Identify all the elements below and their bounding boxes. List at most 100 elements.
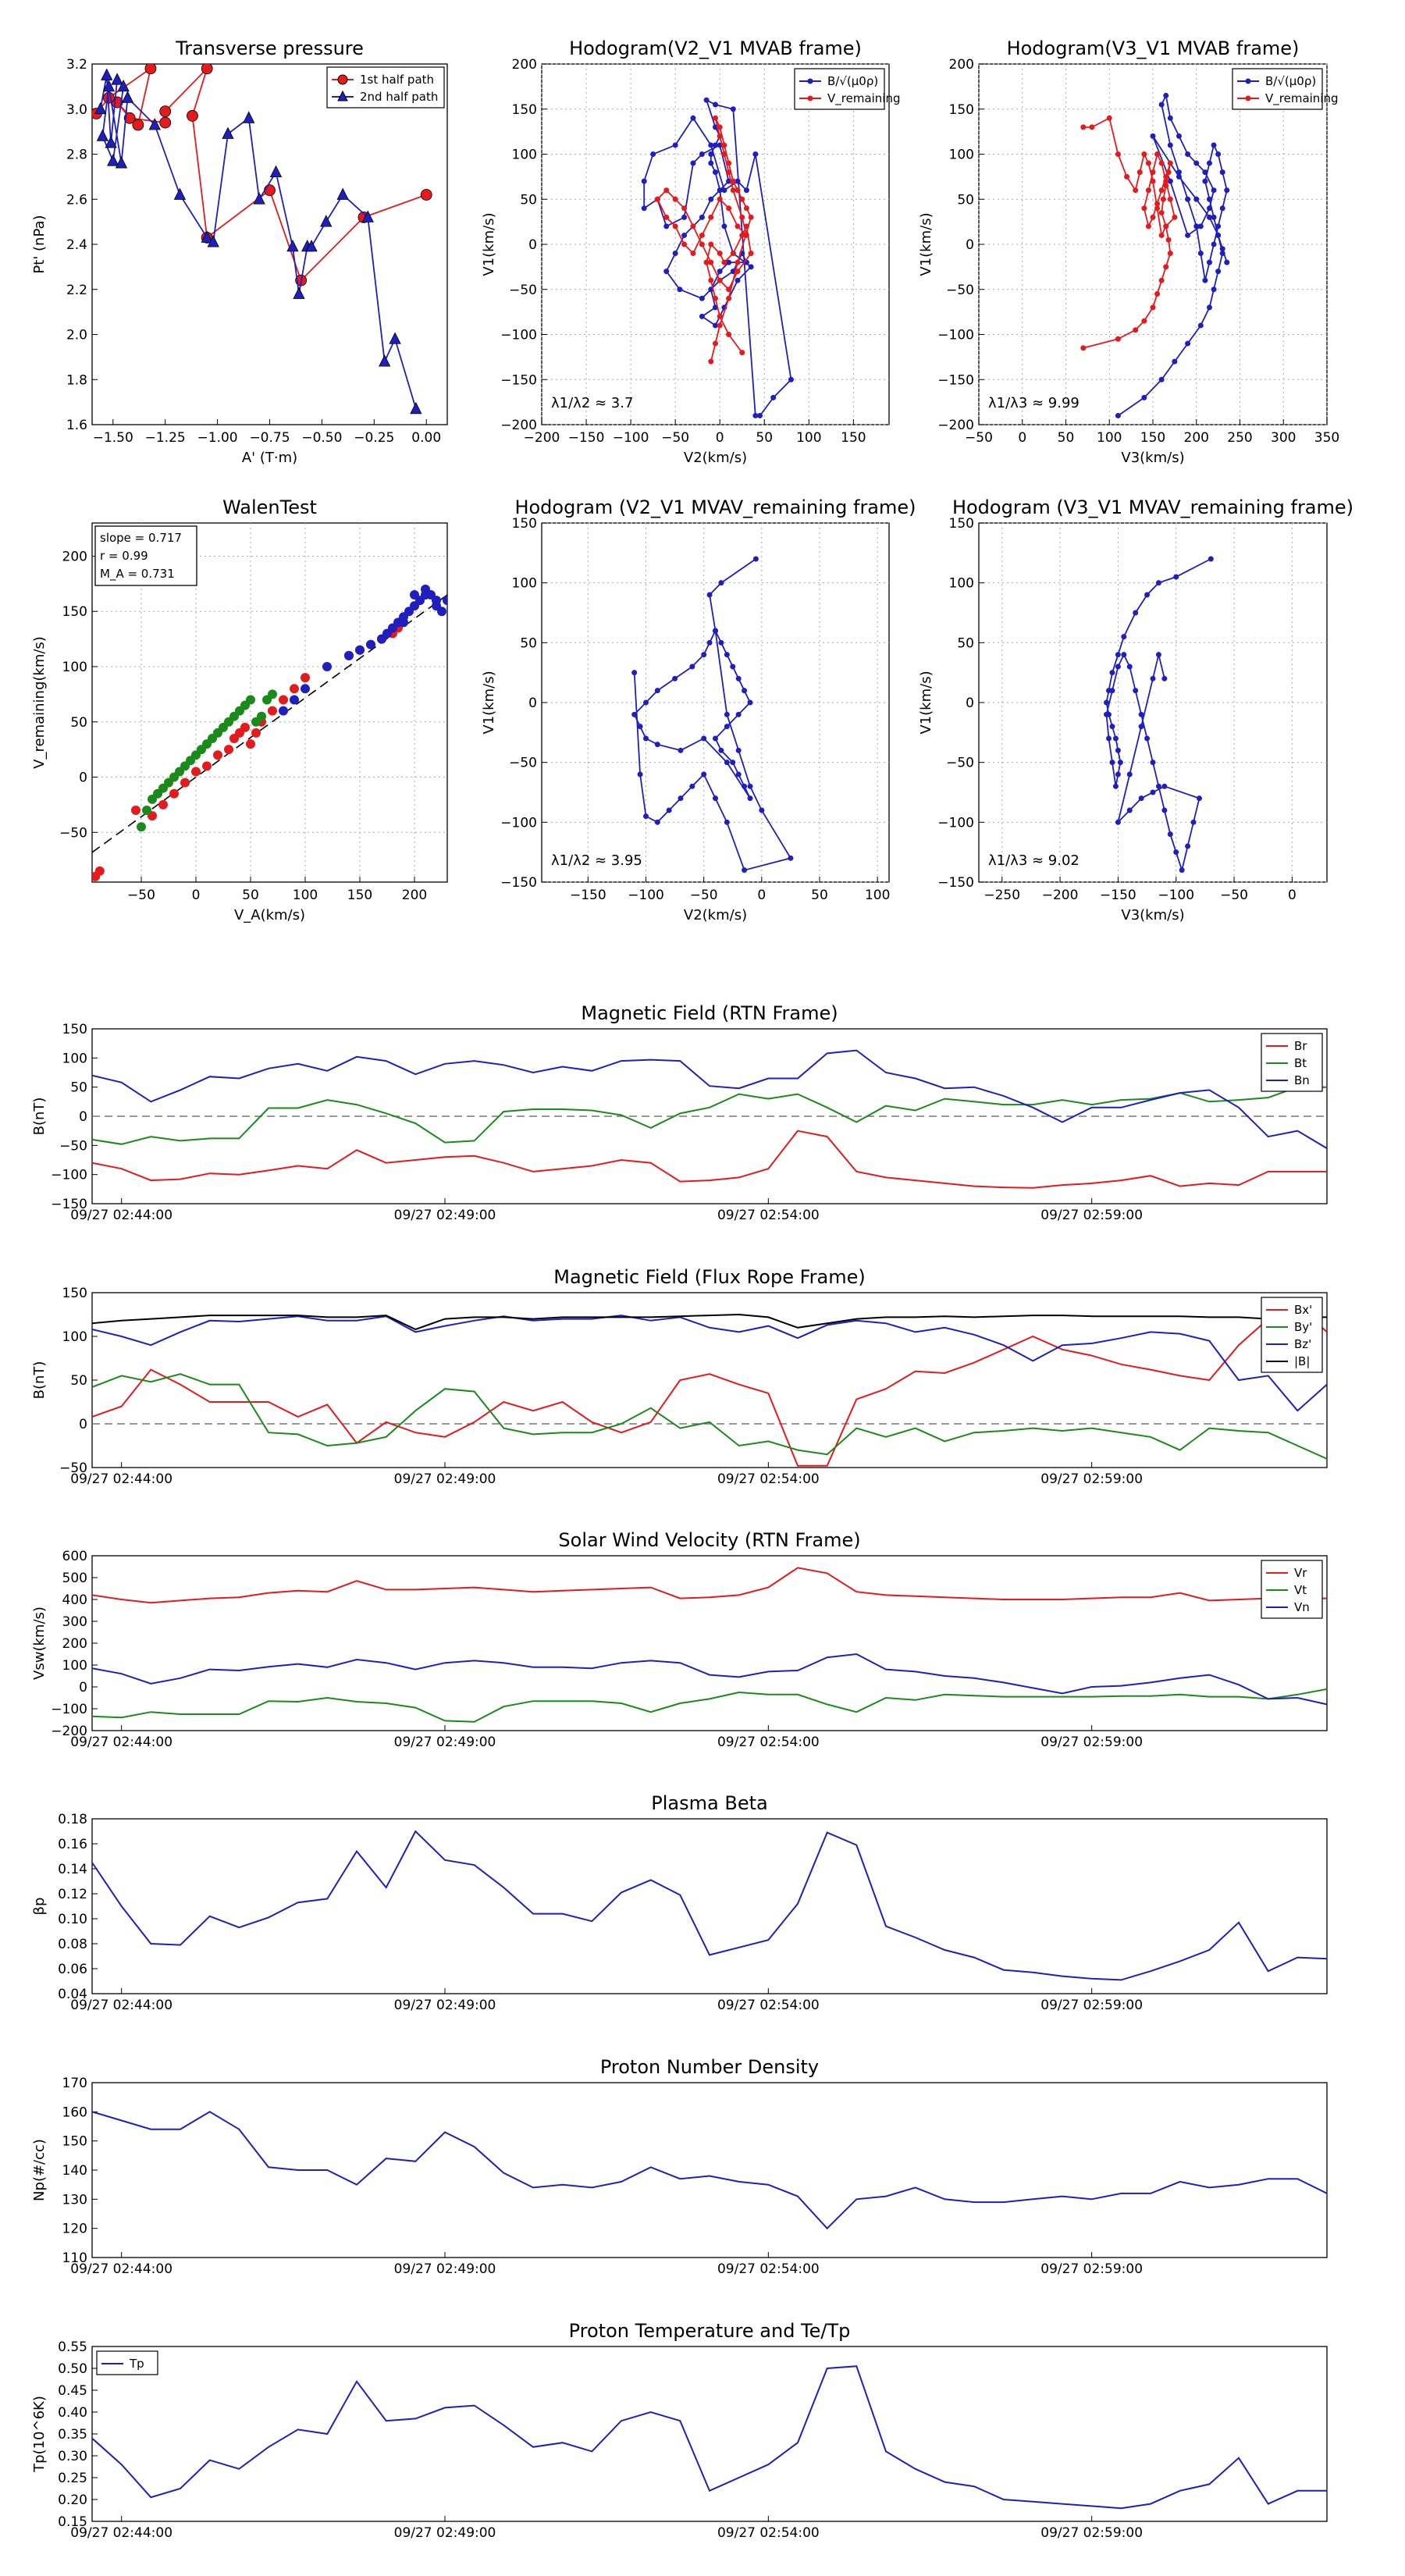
y-tick-label: −100 — [500, 328, 537, 343]
series-vt-line — [92, 1688, 1327, 1723]
x-tick-label: 09/27 02:49:00 — [394, 1471, 496, 1487]
x-tick-label: −1.25 — [145, 430, 186, 446]
y-axis-label: Vsw(km/s) — [31, 1606, 48, 1680]
x-tick-label: 50 — [1058, 430, 1075, 446]
y-axis-label: Tp(10^6K) — [31, 2396, 48, 2473]
x-tick-label: 150 — [841, 430, 866, 446]
data-point — [1154, 205, 1161, 212]
data-point — [708, 142, 714, 148]
data-point — [222, 126, 234, 139]
data-point — [643, 813, 649, 820]
data-point — [123, 112, 136, 124]
data-point — [240, 722, 250, 732]
data-point — [708, 160, 714, 166]
data-point — [721, 142, 727, 148]
data-point — [1215, 151, 1222, 157]
y-tick-label: 0 — [79, 1109, 87, 1125]
chart-title: Proton Temperature and Te/Tp — [569, 2320, 851, 2342]
data-point — [708, 358, 714, 365]
x-tick-label: 0 — [716, 430, 724, 446]
y-tick-label: 50 — [70, 1080, 87, 1096]
y-tick-label: 0.16 — [58, 1837, 87, 1852]
data-point — [1141, 318, 1147, 324]
x-tick-label: 09/27 02:49:00 — [394, 1208, 496, 1223]
data-point — [410, 401, 422, 415]
plot-area — [631, 556, 794, 873]
plot-frame — [91, 522, 448, 883]
data-point — [1150, 178, 1156, 184]
data-point — [747, 795, 753, 802]
y-tick-label: 150 — [62, 604, 87, 620]
y-tick-label: −50 — [946, 756, 974, 771]
data-point — [1126, 771, 1133, 777]
data-point — [1117, 760, 1123, 766]
data-point — [420, 189, 432, 201]
data-point — [1121, 652, 1127, 658]
y-tick-label: 150 — [949, 102, 974, 118]
y-tick-label: 0.18 — [58, 1812, 87, 1827]
data-point — [721, 259, 727, 265]
data-point — [1144, 592, 1151, 598]
data-point — [672, 196, 678, 202]
data-point — [708, 241, 714, 247]
y-tick-label: 0.25 — [58, 2471, 87, 2486]
series-tp-line — [92, 2365, 1327, 2510]
data-point — [131, 806, 140, 815]
series-bt-line — [92, 1086, 1327, 1145]
data-point — [243, 111, 255, 123]
data-point — [1219, 251, 1225, 257]
x-tick-label: 50 — [811, 888, 828, 903]
data-point — [1115, 151, 1121, 157]
data-point — [1161, 807, 1168, 813]
data-point — [724, 760, 730, 766]
data-point — [641, 205, 647, 212]
data-point — [724, 724, 730, 730]
data-point — [1158, 376, 1165, 382]
data-point — [730, 664, 736, 670]
plot-frame — [91, 2082, 1328, 2258]
series-by-line — [92, 1373, 1327, 1460]
data-point — [650, 151, 656, 157]
legend-label: By' — [1294, 1320, 1312, 1334]
x-tick-label: 09/27 02:44:00 — [70, 2525, 173, 2541]
data-point — [1196, 795, 1202, 802]
data-point — [739, 350, 745, 356]
chart-title: Hodogram(V3_V1 MVAB frame) — [1007, 37, 1300, 59]
data-point — [1136, 169, 1143, 176]
data-point — [708, 259, 714, 265]
y-tick-label: 150 — [62, 1022, 87, 1037]
data-point — [1155, 580, 1161, 586]
legend-label: Br — [1294, 1039, 1307, 1053]
data-point — [201, 230, 213, 243]
y-axis-label: Pt' (nPa) — [31, 215, 48, 273]
x-tick-label: 09/27 02:59:00 — [1040, 2261, 1143, 2277]
data-point — [1150, 675, 1156, 681]
plot-area — [92, 64, 432, 415]
data-point — [410, 590, 419, 600]
data-point — [770, 394, 777, 400]
data-point — [666, 807, 672, 813]
x-tick-label: 09/27 02:54:00 — [717, 1208, 820, 1223]
x-tick-label: 09/27 02:54:00 — [717, 1735, 820, 1750]
x-tick-label: −150 — [1100, 888, 1136, 903]
x-tick-label: 0 — [1018, 430, 1026, 446]
legend-marker — [1245, 95, 1251, 101]
y-tick-label: −200 — [937, 418, 974, 433]
chart-title: Proton Number Density — [600, 2056, 819, 2078]
y-tick-label: 2.8 — [66, 148, 87, 163]
y-tick-label: −150 — [500, 372, 537, 388]
data-point — [735, 223, 741, 229]
data-point — [1211, 241, 1217, 247]
data-point — [94, 101, 107, 115]
data-point — [159, 116, 172, 129]
data-point — [286, 239, 299, 252]
chart-mag_fr: −50 0 50 100 150 09/27 02:44:00 09/27 02:49:00… — [31, 1266, 1328, 1487]
data-point — [1155, 783, 1161, 789]
ratio-annotation: λ1/λ2 ≈ 3.7 — [551, 395, 633, 411]
x-tick-label: −200 — [524, 430, 560, 446]
series-2ndhalfpath-line — [99, 75, 417, 410]
y-tick-label: 0.08 — [58, 1937, 87, 1952]
data-point — [690, 115, 696, 121]
series-br-line — [92, 1130, 1327, 1189]
data-point — [699, 232, 705, 238]
